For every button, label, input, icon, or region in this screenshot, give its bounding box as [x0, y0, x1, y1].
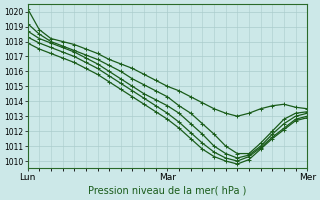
X-axis label: Pression niveau de la mer( hPa ): Pression niveau de la mer( hPa )	[88, 186, 247, 196]
